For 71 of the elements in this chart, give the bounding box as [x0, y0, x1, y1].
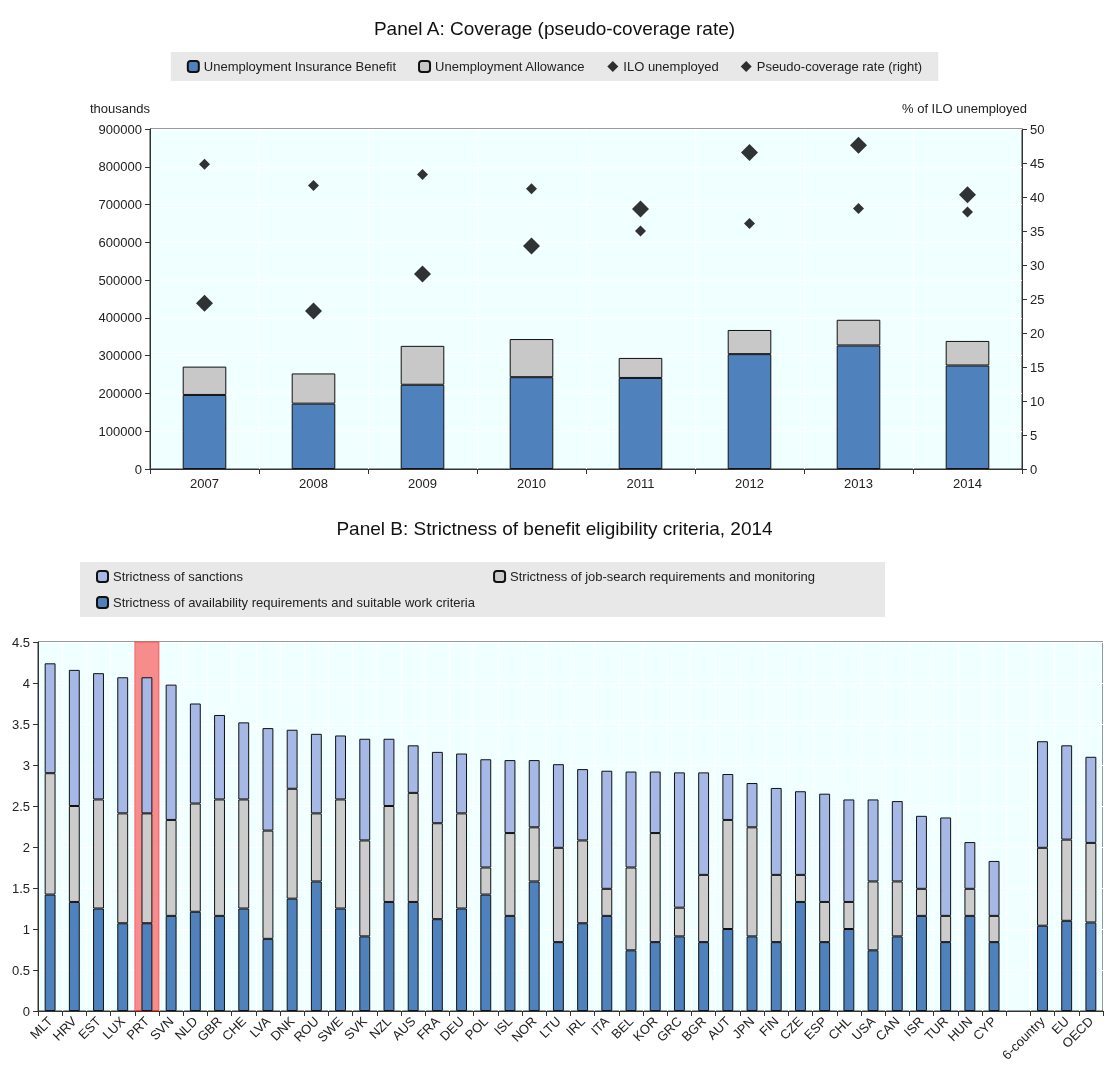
- y-tick-label: 600000: [98, 234, 142, 250]
- point: [741, 143, 758, 161]
- point: [959, 186, 976, 204]
- y-tick-label: 2.5: [11, 798, 30, 814]
- y-tick-label: 4: [22, 675, 30, 691]
- y-tick-label: 100000: [98, 423, 142, 439]
- y2-tick-label: 45: [1030, 155, 1045, 171]
- x-tick-label: NZL: [366, 1013, 395, 1042]
- point: [199, 158, 210, 170]
- x-tick-label: POL: [462, 1013, 492, 1043]
- point: [962, 206, 973, 218]
- x-tick-label: 2007: [190, 476, 219, 491]
- y-tick-label: 3.5: [11, 716, 30, 732]
- point: [744, 218, 755, 230]
- point: [417, 169, 428, 181]
- y-tick-label: 400000: [98, 310, 142, 326]
- y2-tick-label: 40: [1030, 189, 1045, 205]
- x-tick-label: 2014: [953, 476, 982, 491]
- y-tick-label: 3: [22, 757, 30, 773]
- y-tick-label: 1: [22, 921, 30, 937]
- point: [526, 183, 537, 195]
- y2-tick-label: 10: [1030, 393, 1045, 409]
- x-tick-label: 2012: [735, 476, 764, 491]
- legend-label: ILO unemployed: [623, 59, 719, 74]
- x-tick-label: 2011: [626, 476, 655, 491]
- x-tick-label: LTU: [536, 1013, 564, 1041]
- y2-tick-label: 20: [1030, 325, 1045, 341]
- point: [853, 203, 864, 215]
- chart-title: Panel A: Coverage (pseudo-coverage rate): [373, 18, 736, 39]
- y2-axis-title: % of ILO unemployed: [902, 101, 1028, 116]
- legend-label: Strictness of availability requirements and suitable work criteria: [113, 595, 476, 610]
- point: [635, 225, 646, 237]
- point: [850, 136, 867, 154]
- y-tick-label: 200000: [98, 385, 142, 401]
- x-tick-label: FIN: [756, 1013, 782, 1040]
- legend-label: Pseudo-coverage rate (right): [756, 59, 923, 74]
- x-tick-label: 2013: [844, 476, 873, 491]
- x-tick-label: 2009: [408, 476, 437, 491]
- y2-tick-label: 0: [1030, 461, 1038, 477]
- y-tick-label: 900000: [98, 121, 142, 137]
- y-tick-label: 300000: [98, 348, 142, 364]
- point: [305, 302, 322, 320]
- x-tick-label: 2010: [517, 476, 546, 491]
- legend-label: Strictness of job-search requirements and monitoring: [510, 569, 815, 584]
- x-tick-label: 2008: [299, 476, 328, 491]
- y2-tick-label: 15: [1030, 359, 1045, 375]
- y2-tick-label: 50: [1030, 121, 1045, 137]
- legend-label: Unemployment Allowance: [435, 59, 585, 74]
- y-tick-label: 0: [22, 1003, 30, 1019]
- y-tick-label: 2: [22, 839, 30, 855]
- point: [196, 294, 213, 312]
- y2-tick-label: 25: [1030, 291, 1045, 307]
- point: [308, 179, 319, 191]
- y-tick-label: 700000: [98, 197, 142, 213]
- point: [523, 237, 540, 255]
- y-tick-label: 1.5: [11, 880, 30, 896]
- x-tick-label: IRL: [563, 1013, 588, 1039]
- y-tick-label: 800000: [98, 159, 142, 175]
- y-tick-label: 0: [134, 461, 142, 477]
- y-axis-title: thousands: [90, 101, 151, 116]
- y-tick-label: 0.5: [11, 962, 30, 978]
- y2-tick-label: 35: [1030, 223, 1045, 239]
- y-tick-label: 4.5: [11, 634, 30, 650]
- y-tick-label: 500000: [98, 272, 142, 288]
- y2-tick-label: 30: [1030, 257, 1045, 273]
- point: [632, 200, 649, 218]
- legend-label: Strictness of sanctions: [113, 569, 244, 584]
- chart-title: Panel B: Strictness of benefit eligibility criteria, 2014: [336, 518, 774, 539]
- y2-tick-label: 5: [1030, 427, 1038, 443]
- point: [414, 265, 431, 283]
- legend-label: Unemployment Insurance Benefit: [203, 59, 397, 74]
